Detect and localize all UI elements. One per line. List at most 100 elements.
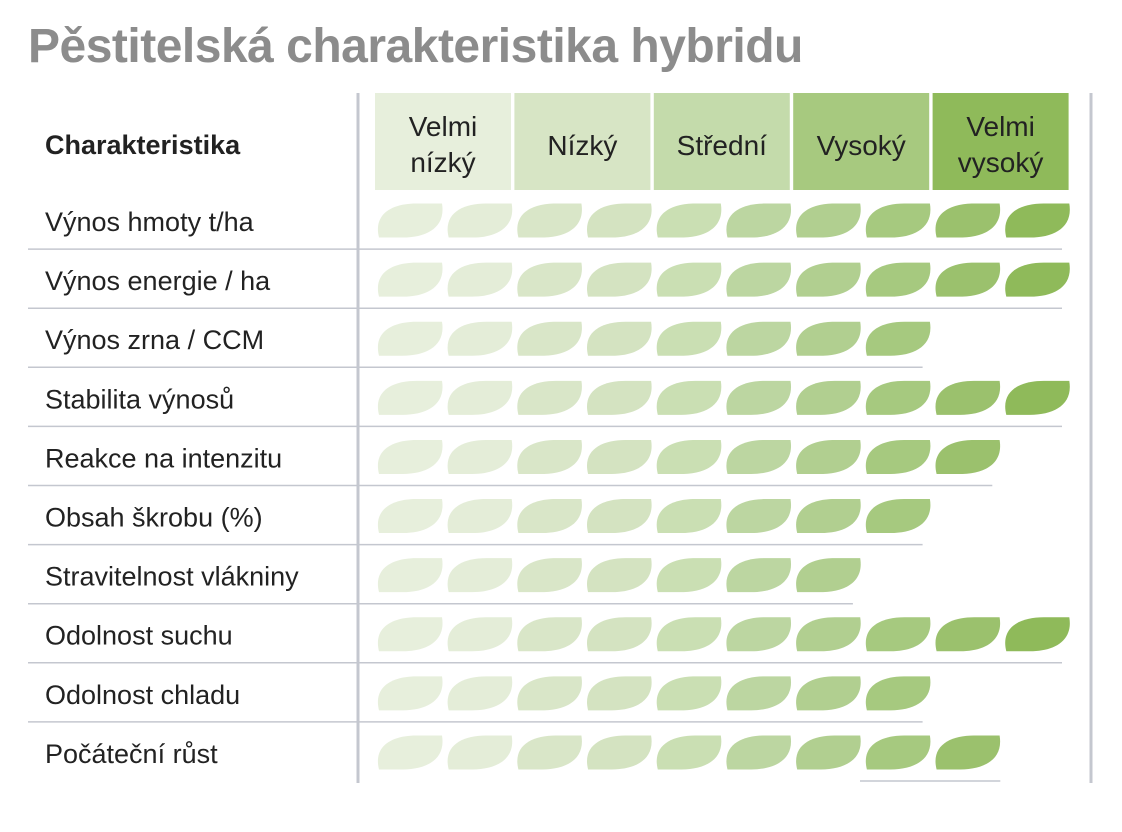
leaf-icon	[656, 439, 722, 474]
leaf-icon	[377, 439, 443, 474]
leaf-icon	[517, 735, 582, 770]
leaf-icon	[656, 676, 722, 711]
row-label: Výnos hmoty t/ha	[45, 207, 255, 237]
leaf-icon	[865, 439, 931, 474]
leaf-icon	[586, 735, 652, 770]
leaf-icon	[447, 203, 513, 238]
leaf-icon	[1005, 380, 1070, 415]
leaf-icon	[726, 499, 792, 534]
leaf-icon	[377, 203, 443, 238]
level-header-box	[514, 93, 651, 190]
leaf-icon	[517, 499, 582, 534]
leaf-icon	[796, 735, 861, 770]
leaf-icon	[865, 203, 931, 238]
leaf-icon	[377, 380, 443, 415]
leaf-icon	[865, 617, 931, 652]
leaf-icon	[656, 735, 722, 770]
leaf-icon	[726, 321, 792, 356]
leaf-icon	[656, 558, 722, 593]
leaf-icon	[656, 499, 722, 534]
row-label: Odolnost chladu	[45, 680, 240, 710]
level-label-line1: Velmi	[966, 111, 1034, 142]
leaf-icon	[586, 499, 652, 534]
leaf-icon	[1005, 617, 1070, 652]
row-label: Obsah škrobu (%)	[45, 503, 263, 533]
row-header-label: Charakteristika	[45, 130, 241, 160]
leaf-icon	[517, 617, 582, 652]
level-label: Střední	[677, 130, 767, 161]
leaf-icon	[447, 321, 513, 356]
level-header-box	[653, 93, 790, 190]
leaf-icon	[517, 439, 582, 474]
leaf-icon	[796, 439, 861, 474]
leaf-icon	[447, 558, 513, 593]
leaf-icon	[517, 203, 582, 238]
leaf-icon	[796, 203, 861, 238]
leaf-icon	[377, 617, 443, 652]
leaf-icon	[796, 380, 861, 415]
leaf-icon	[377, 735, 443, 770]
level-label: Nízký	[547, 130, 617, 161]
leaf-icon	[586, 617, 652, 652]
leaf-icon	[935, 380, 1001, 415]
row-label: Stabilita výnosů	[45, 384, 234, 414]
leaf-icon	[586, 380, 652, 415]
leaf-icon	[796, 499, 861, 534]
leaf-icon	[726, 676, 792, 711]
leaf-icon	[726, 617, 792, 652]
leaf-icon	[865, 499, 931, 534]
leaf-icon	[865, 321, 931, 356]
leaf-icon	[447, 380, 513, 415]
leaf-icon	[447, 617, 513, 652]
leaf-icon	[726, 380, 792, 415]
chart-title: Pěstitelská charakteristika hybridu	[28, 20, 803, 73]
leaf-icon	[377, 676, 443, 711]
leaf-icon	[447, 676, 513, 711]
leaf-icon	[656, 203, 722, 238]
row-label: Odolnost suchu	[45, 621, 233, 651]
leaf-icon	[935, 735, 1001, 770]
row-label: Výnos zrna / CCM	[45, 325, 264, 355]
level-header-box	[932, 93, 1069, 190]
leaf-icon	[1005, 262, 1070, 297]
leaf-icon	[517, 558, 582, 593]
leaf-icon	[447, 499, 513, 534]
row-label: Počáteční růst	[45, 739, 218, 769]
leaf-icon	[935, 439, 1001, 474]
leaf-icon	[517, 321, 582, 356]
leaf-icon	[586, 439, 652, 474]
level-label-line1: Velmi	[409, 111, 477, 142]
leaf-icon	[517, 676, 582, 711]
row-label: Stravitelnost vlákniny	[45, 562, 299, 592]
leaf-icon	[1005, 203, 1070, 238]
leaf-icon	[865, 380, 931, 415]
leaf-icon	[447, 439, 513, 474]
leaf-icon	[796, 321, 861, 356]
leaf-icon	[586, 321, 652, 356]
leaf-icon	[796, 676, 861, 711]
leaf-icon	[726, 735, 792, 770]
leaf-icon	[377, 262, 443, 297]
leaf-icon	[656, 262, 722, 297]
leaf-icon	[447, 262, 513, 297]
leaf-icon	[865, 735, 931, 770]
leaf-icon	[517, 262, 582, 297]
leaf-icon	[586, 203, 652, 238]
leaf-icon	[586, 676, 652, 711]
leaf-icon	[447, 735, 513, 770]
leaf-icon	[935, 203, 1001, 238]
level-label: Vysoký	[817, 130, 906, 161]
leaf-icon	[377, 558, 443, 593]
leaf-icon	[865, 676, 931, 711]
leaf-icon	[935, 617, 1001, 652]
leaf-icon	[586, 558, 652, 593]
row-label: Výnos energie / ha	[45, 266, 271, 296]
leaf-icon	[935, 262, 1001, 297]
leaf-icon	[586, 262, 652, 297]
leaf-icon	[377, 499, 443, 534]
leaf-icon	[726, 262, 792, 297]
leaf-icon	[656, 321, 722, 356]
leaf-icon	[656, 617, 722, 652]
leaf-icon	[796, 558, 861, 593]
